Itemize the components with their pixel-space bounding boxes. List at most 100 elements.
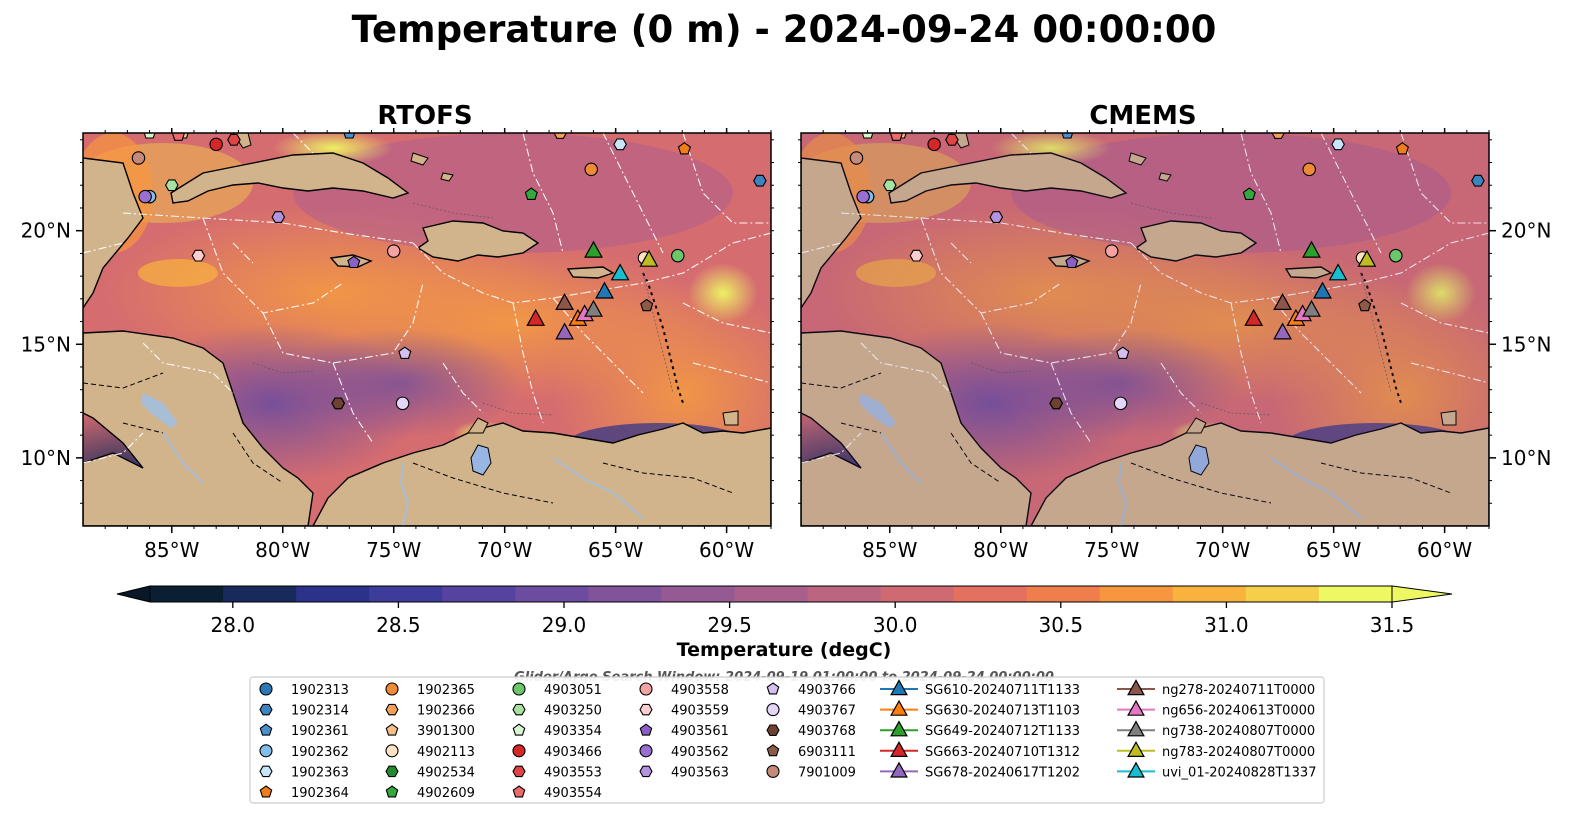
- legend-marker-4903561: [639, 723, 653, 736]
- panel-rtofs: RTOFS 85°W 80°W 75°W 70°W 65°W 60°W 10°N 15°N 20…: [21, 101, 774, 562]
- colorbar-segment: [1099, 586, 1174, 602]
- argo-marker-1902314: [1471, 174, 1485, 187]
- y-tick-label: 20°N: [1501, 219, 1551, 243]
- legend-marker-4903553: [512, 765, 526, 778]
- legend-label: 1902314: [291, 704, 349, 719]
- colorbar-segment: [588, 586, 663, 602]
- argo-marker-4902609: [524, 187, 538, 200]
- colorbar-segment: [953, 586, 1028, 602]
- legend-label: 4903558: [671, 683, 729, 698]
- legend-label: 1902313: [291, 683, 349, 698]
- x-tick-label: 70°W: [1195, 538, 1250, 562]
- argo-marker-4903767: [395, 396, 410, 411]
- argo-marker-1902365: [584, 162, 598, 177]
- colorbar-segment: [880, 586, 955, 602]
- y-tick-label: 10°N: [21, 446, 71, 470]
- legend-marker-6903111: [766, 744, 780, 757]
- glider-marker-SG649-20240712T1133: [584, 240, 603, 258]
- legend-label: ng738-20240807T0000: [1162, 724, 1315, 739]
- argo-marker-4903768: [1049, 397, 1064, 410]
- legend-label: SG663-20240710T1312: [925, 745, 1080, 760]
- x-tick-label: 60°W: [699, 538, 754, 562]
- panel-title-rtofs: RTOFS: [377, 101, 472, 131]
- colorbar-tick-label: 31.5: [1370, 613, 1415, 637]
- argo-marker-4903250: [882, 179, 897, 192]
- legend-marker-7901009: [766, 764, 780, 778]
- argo-marker-4903563: [271, 211, 286, 223]
- argo-marker-4903554: [171, 133, 185, 141]
- colorbar-tick-label: 29.5: [707, 613, 752, 637]
- legend-label: 4903766: [798, 683, 856, 698]
- legend-glider-marker-ng738-20240807T0000: [1127, 720, 1145, 737]
- legend-label: 1902366: [417, 704, 475, 719]
- legend-label: SG678-20240617T1202: [925, 765, 1080, 780]
- colorbar-tick-label: 30.0: [873, 613, 918, 637]
- glider-marker-uvi_01-20240828T1337: [1328, 263, 1348, 281]
- colorbar: 28.0 28.5 29.0 29.5 30.0 30.5 31.0 31.5: [116, 585, 1453, 637]
- colorbar-segment: [1026, 586, 1101, 602]
- legend-marker-4903767: [766, 703, 780, 717]
- legend-glider-marker-SG649-20240712T1133: [890, 720, 908, 737]
- colorbar-segment: [150, 586, 224, 602]
- legend-marker-1902361: [259, 723, 273, 736]
- argo-marker-1902366: [1271, 133, 1286, 139]
- argo-marker-4902609: [1242, 187, 1256, 200]
- argo-marker-1902363: [1331, 138, 1345, 151]
- glider-marker-SG663-20240710T1312: [526, 308, 546, 326]
- legend-label: 1902365: [417, 683, 475, 698]
- argo-marker-4903562: [856, 189, 870, 204]
- legend-label: SG649-20240712T1133: [925, 724, 1080, 739]
- glider-marker-SG678-20240617T1202: [1273, 322, 1293, 340]
- legend-glider-marker-SG610-20240711T1133: [890, 679, 908, 696]
- x-tick-label: 85°W: [144, 538, 199, 562]
- argo-marker-4903558: [1104, 244, 1119, 258]
- legend-marker-4902113: [385, 744, 399, 758]
- legend-marker-4903354: [512, 723, 526, 736]
- glider-marker-ng278-20240711T0000: [1273, 292, 1293, 310]
- legend-label: 4903554: [544, 786, 602, 801]
- x-tick-label: 80°W: [973, 538, 1028, 562]
- legend-label: 4903768: [798, 724, 856, 739]
- map-rtofs: [83, 133, 771, 526]
- legend-marker-1902365: [385, 682, 399, 696]
- legend-marker-4902609: [385, 785, 399, 798]
- colorbar-tick-label: 29.0: [542, 613, 587, 637]
- x-tick-label: 70°W: [477, 538, 532, 562]
- glider-marker-ng738-20240807T0000: [1302, 299, 1321, 317]
- argo-marker-4903554: [889, 133, 903, 141]
- argo-marker-4903354: [143, 133, 156, 139]
- argo-marker-1902365: [1302, 162, 1316, 177]
- colorbar-segment: [1318, 586, 1393, 602]
- legend-label: 1902364: [291, 786, 349, 801]
- legend-marker-4903051: [512, 682, 526, 696]
- argo-marker-6903111: [640, 298, 654, 312]
- legend-glider-marker-ng278-20240711T0000: [1127, 679, 1145, 696]
- y-tick-label: 15°N: [1501, 332, 1551, 356]
- legend-marker-1902313: [259, 682, 273, 696]
- x-tick-label: 75°W: [366, 538, 421, 562]
- legend-marker-4903554: [512, 785, 526, 798]
- colorbar-segment: [223, 586, 297, 602]
- legend-marker-1902363: [259, 765, 273, 778]
- legend-glider-marker-SG678-20240617T1202: [890, 761, 908, 778]
- y-tick-label: 10°N: [1501, 446, 1551, 470]
- glider-marker-ng278-20240711T0000: [555, 292, 575, 310]
- legend-label: 1902362: [291, 745, 349, 760]
- map-cmems: [801, 133, 1489, 526]
- glider-marker-SG610-20240711T1133: [1313, 281, 1332, 299]
- legend-label: ng278-20240711T0000: [1162, 683, 1315, 698]
- legend-marker-4903559: [639, 703, 653, 716]
- glider-marker-SG663-20240710T1312: [1244, 308, 1264, 326]
- y-tick-label: 15°N: [21, 332, 71, 356]
- legend-label: 1902363: [291, 765, 349, 780]
- legend-label: 7901009: [798, 765, 856, 780]
- argo-marker-1902363: [613, 138, 627, 151]
- colorbar-segment: [734, 586, 809, 602]
- legend-marker-1902364: [259, 785, 273, 798]
- legend-label: 4903354: [544, 724, 602, 739]
- legend-label: ng656-20240613T0000: [1162, 704, 1315, 719]
- legend: 1902313 1902314 1902361 1902362 1902363 19023…: [259, 679, 1316, 801]
- x-tick-label: 65°W: [1306, 538, 1361, 562]
- colorbar-tick-label: 31.0: [1204, 613, 1249, 637]
- glider-marker-uvi_01-20240828T1337: [610, 263, 630, 281]
